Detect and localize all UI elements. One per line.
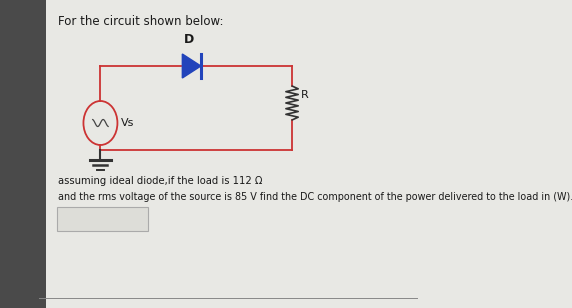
FancyBboxPatch shape	[57, 207, 148, 231]
Text: D: D	[184, 33, 194, 46]
Polygon shape	[182, 54, 201, 78]
Text: Vs: Vs	[121, 118, 134, 128]
Text: and the rms voltage of the source is 85 V find the DC component of the power del: and the rms voltage of the source is 85 …	[58, 192, 572, 202]
Text: For the circuit shown below:: For the circuit shown below:	[58, 15, 224, 28]
Text: R: R	[301, 90, 309, 100]
Text: assuming ideal diode,if the load is 112 Ω: assuming ideal diode,if the load is 112 …	[58, 176, 263, 186]
